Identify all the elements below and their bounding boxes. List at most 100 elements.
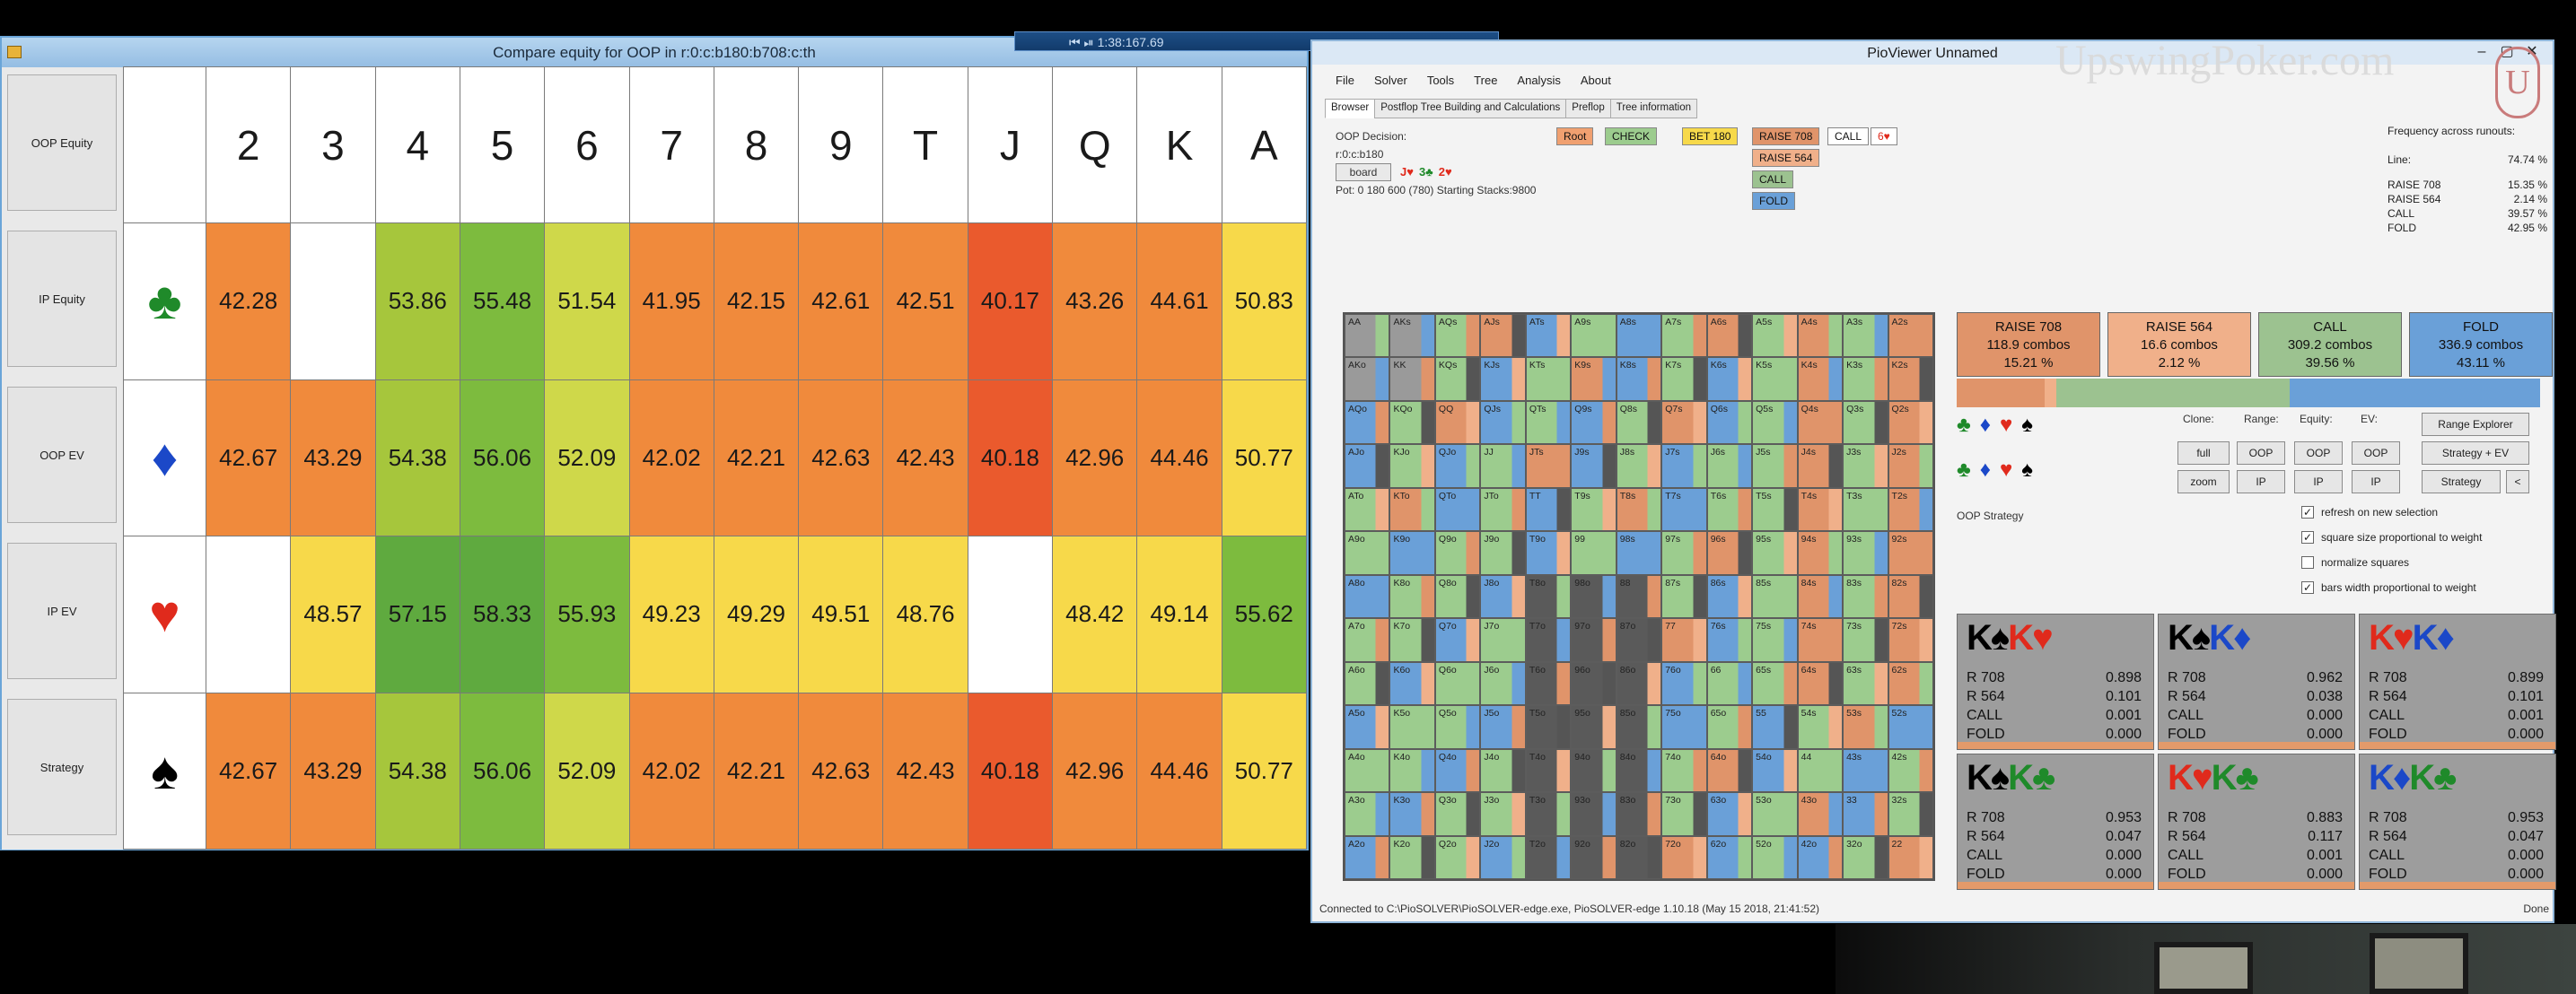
combo-box[interactable]: K♠K♣ R 708 0.953 R 564 0.047 CALL 0.000 FOLD 0.0…	[1957, 754, 2154, 890]
combo-box[interactable]: K♥K♣ R 708 0.883 R 564 0.117 CALL 0.001 FOLD 0.0…	[2158, 754, 2355, 890]
strategy-ev-button[interactable]: Strategy + EV	[2422, 441, 2529, 465]
hand-cell[interactable]: A2o	[1345, 835, 1390, 879]
hand-cell[interactable]: 74o	[1661, 748, 1707, 793]
range-oop-button[interactable]: OOP	[2237, 441, 2285, 465]
hand-cell[interactable]: 63s	[1843, 661, 1888, 706]
tree-node-raise-708[interactable]: RAISE 708	[1752, 127, 1820, 145]
tree-node-card[interactable]: 6♥	[1871, 127, 1897, 145]
equity-cell[interactable]: 48.57	[290, 536, 376, 693]
spade-icon[interactable]: ♠	[2021, 458, 2033, 482]
equity-cell[interactable]: 52.09	[544, 379, 630, 536]
hand-cell[interactable]: 93s	[1843, 531, 1888, 575]
spade-icon[interactable]: ♠	[2021, 413, 2033, 437]
hand-cell[interactable]: JTs	[1525, 444, 1572, 488]
hand-cell[interactable]: J5s	[1752, 444, 1798, 488]
hand-cell[interactable]: 32s	[1888, 792, 1933, 836]
hand-cell[interactable]: 65o	[1706, 705, 1753, 749]
equity-cell[interactable]: 56.06	[459, 692, 546, 850]
equity-cell[interactable]: 42.43	[882, 379, 968, 536]
combo-box[interactable]: K♠K♦ R 708 0.962 R 564 0.038 CALL 0.000 FOLD 0.0…	[2158, 614, 2355, 750]
hand-cell[interactable]: Q7s	[1661, 400, 1707, 445]
equity-cell[interactable]: 42.15	[713, 222, 800, 380]
checkbox-box[interactable]	[2301, 556, 2314, 569]
hand-cell[interactable]: A6o	[1345, 661, 1390, 706]
equity-cell[interactable]: 50.77	[1221, 379, 1307, 536]
hand-cell[interactable]: 84s	[1797, 574, 1844, 619]
hand-cell[interactable]: 53o	[1752, 792, 1798, 836]
hand-cell[interactable]: KTs	[1525, 357, 1572, 401]
hand-cell[interactable]: 83s	[1843, 574, 1888, 619]
option-checkbox[interactable]: ✓ refresh on new selection	[2301, 506, 2438, 519]
hand-cell[interactable]: T6s	[1706, 487, 1753, 532]
hand-cell[interactable]: K4o	[1389, 748, 1435, 793]
hand-cell[interactable]: T5o	[1525, 705, 1572, 749]
hand-cell[interactable]: K7s	[1661, 357, 1707, 401]
equity-cell[interactable]: 49.51	[798, 536, 884, 693]
equity-cell[interactable]: 42.96	[1052, 379, 1138, 536]
hand-cell[interactable]: 86s	[1706, 574, 1753, 619]
range-ip-button[interactable]: IP	[2237, 470, 2285, 493]
tree-node-call[interactable]: CALL	[1827, 127, 1870, 145]
sidebar-button-strategy[interactable]: Strategy	[7, 699, 117, 835]
hand-cell[interactable]: T8s	[1616, 487, 1662, 532]
hand-cell[interactable]: AKo	[1345, 357, 1390, 401]
hand-cell[interactable]: T4s	[1797, 487, 1844, 532]
hand-cell[interactable]: 73s	[1843, 618, 1888, 662]
equity-oop-button[interactable]: OOP	[2294, 441, 2343, 465]
range-explorer-button[interactable]: Range Explorer	[2422, 413, 2529, 436]
hand-cell[interactable]: Q2s	[1888, 400, 1933, 445]
hand-cell[interactable]: AQo	[1345, 400, 1390, 445]
pioviewer-titlebar[interactable]: PioViewer Unnamed – ▢ ✕	[1312, 41, 2553, 65]
hand-cell[interactable]: 76o	[1661, 661, 1707, 706]
action-box[interactable]: FOLD 336.9 combos 43.11 %	[2409, 312, 2553, 377]
equity-cell[interactable]: 42.02	[628, 692, 714, 850]
hand-cell[interactable]: T7o	[1525, 618, 1572, 662]
option-checkbox[interactable]: ✓ bars width proportional to weight	[2301, 581, 2476, 594]
equity-cell[interactable]: 50.77	[1221, 692, 1307, 850]
equity-cell[interactable]	[206, 536, 292, 693]
hand-cell[interactable]: AJs	[1480, 314, 1526, 358]
hand-cell[interactable]: 98s	[1616, 531, 1662, 575]
hand-cell[interactable]: 75o	[1661, 705, 1707, 749]
equity-cell[interactable]: 58.33	[459, 536, 546, 693]
hand-cell[interactable]: 84o	[1616, 748, 1662, 793]
hand-cell[interactable]: JJ	[1480, 444, 1526, 488]
hand-cell[interactable]: J5o	[1480, 705, 1526, 749]
hand-cell[interactable]: 85o	[1616, 705, 1662, 749]
hand-cell[interactable]: Q3s	[1843, 400, 1888, 445]
hand-cell[interactable]: KQo	[1389, 400, 1435, 445]
hand-cell[interactable]: ATs	[1525, 314, 1572, 358]
hand-cell[interactable]: 92s	[1888, 531, 1933, 575]
checkbox-box[interactable]: ✓	[2301, 581, 2314, 594]
hand-cell[interactable]: AA	[1345, 314, 1390, 358]
hand-cell[interactable]: T2s	[1888, 487, 1933, 532]
hand-cell[interactable]: 54s	[1797, 705, 1844, 749]
hand-cell[interactable]: 95o	[1571, 705, 1617, 749]
hand-cell[interactable]: K4s	[1797, 357, 1844, 401]
action-box[interactable]: RAISE 708 118.9 combos 15.21 %	[1957, 312, 2100, 377]
tree-node-root[interactable]: Root	[1556, 127, 1594, 145]
tab-postflop[interactable]: Postflop Tree Building and Calculations	[1374, 99, 1567, 118]
hand-cell[interactable]: J3s	[1843, 444, 1888, 488]
hand-cell[interactable]: 53s	[1843, 705, 1888, 749]
equity-cell[interactable]: 43.29	[290, 379, 376, 536]
hand-cell[interactable]: 64s	[1797, 661, 1844, 706]
club-icon[interactable]: ♣	[1957, 458, 1971, 482]
equity-cell[interactable]: 49.23	[628, 536, 714, 693]
hand-cell[interactable]: ATo	[1345, 487, 1390, 532]
hand-cell[interactable]: 97o	[1571, 618, 1617, 662]
hand-cell[interactable]: K7o	[1389, 618, 1435, 662]
hand-cell[interactable]: 82o	[1616, 835, 1662, 879]
menu-solver[interactable]: Solver	[1373, 73, 1407, 87]
combo-box[interactable]: K♥K♦ R 708 0.899 R 564 0.101 CALL 0.001 FOLD 0.0…	[2359, 614, 2556, 750]
hand-cell[interactable]: 98o	[1571, 574, 1617, 619]
hand-cell[interactable]: 94s	[1797, 531, 1844, 575]
hand-cell[interactable]: J9o	[1480, 531, 1526, 575]
hand-cell[interactable]: T5s	[1752, 487, 1798, 532]
equity-cell[interactable]: 42.21	[713, 692, 800, 850]
equity-cell[interactable]: 42.02	[628, 379, 714, 536]
equity-cell[interactable]: 49.14	[1136, 536, 1222, 693]
hand-cell[interactable]: 75s	[1752, 618, 1798, 662]
tab-tree[interactable]: Tree information	[1609, 99, 1698, 118]
hand-cell[interactable]: KJo	[1389, 444, 1435, 488]
